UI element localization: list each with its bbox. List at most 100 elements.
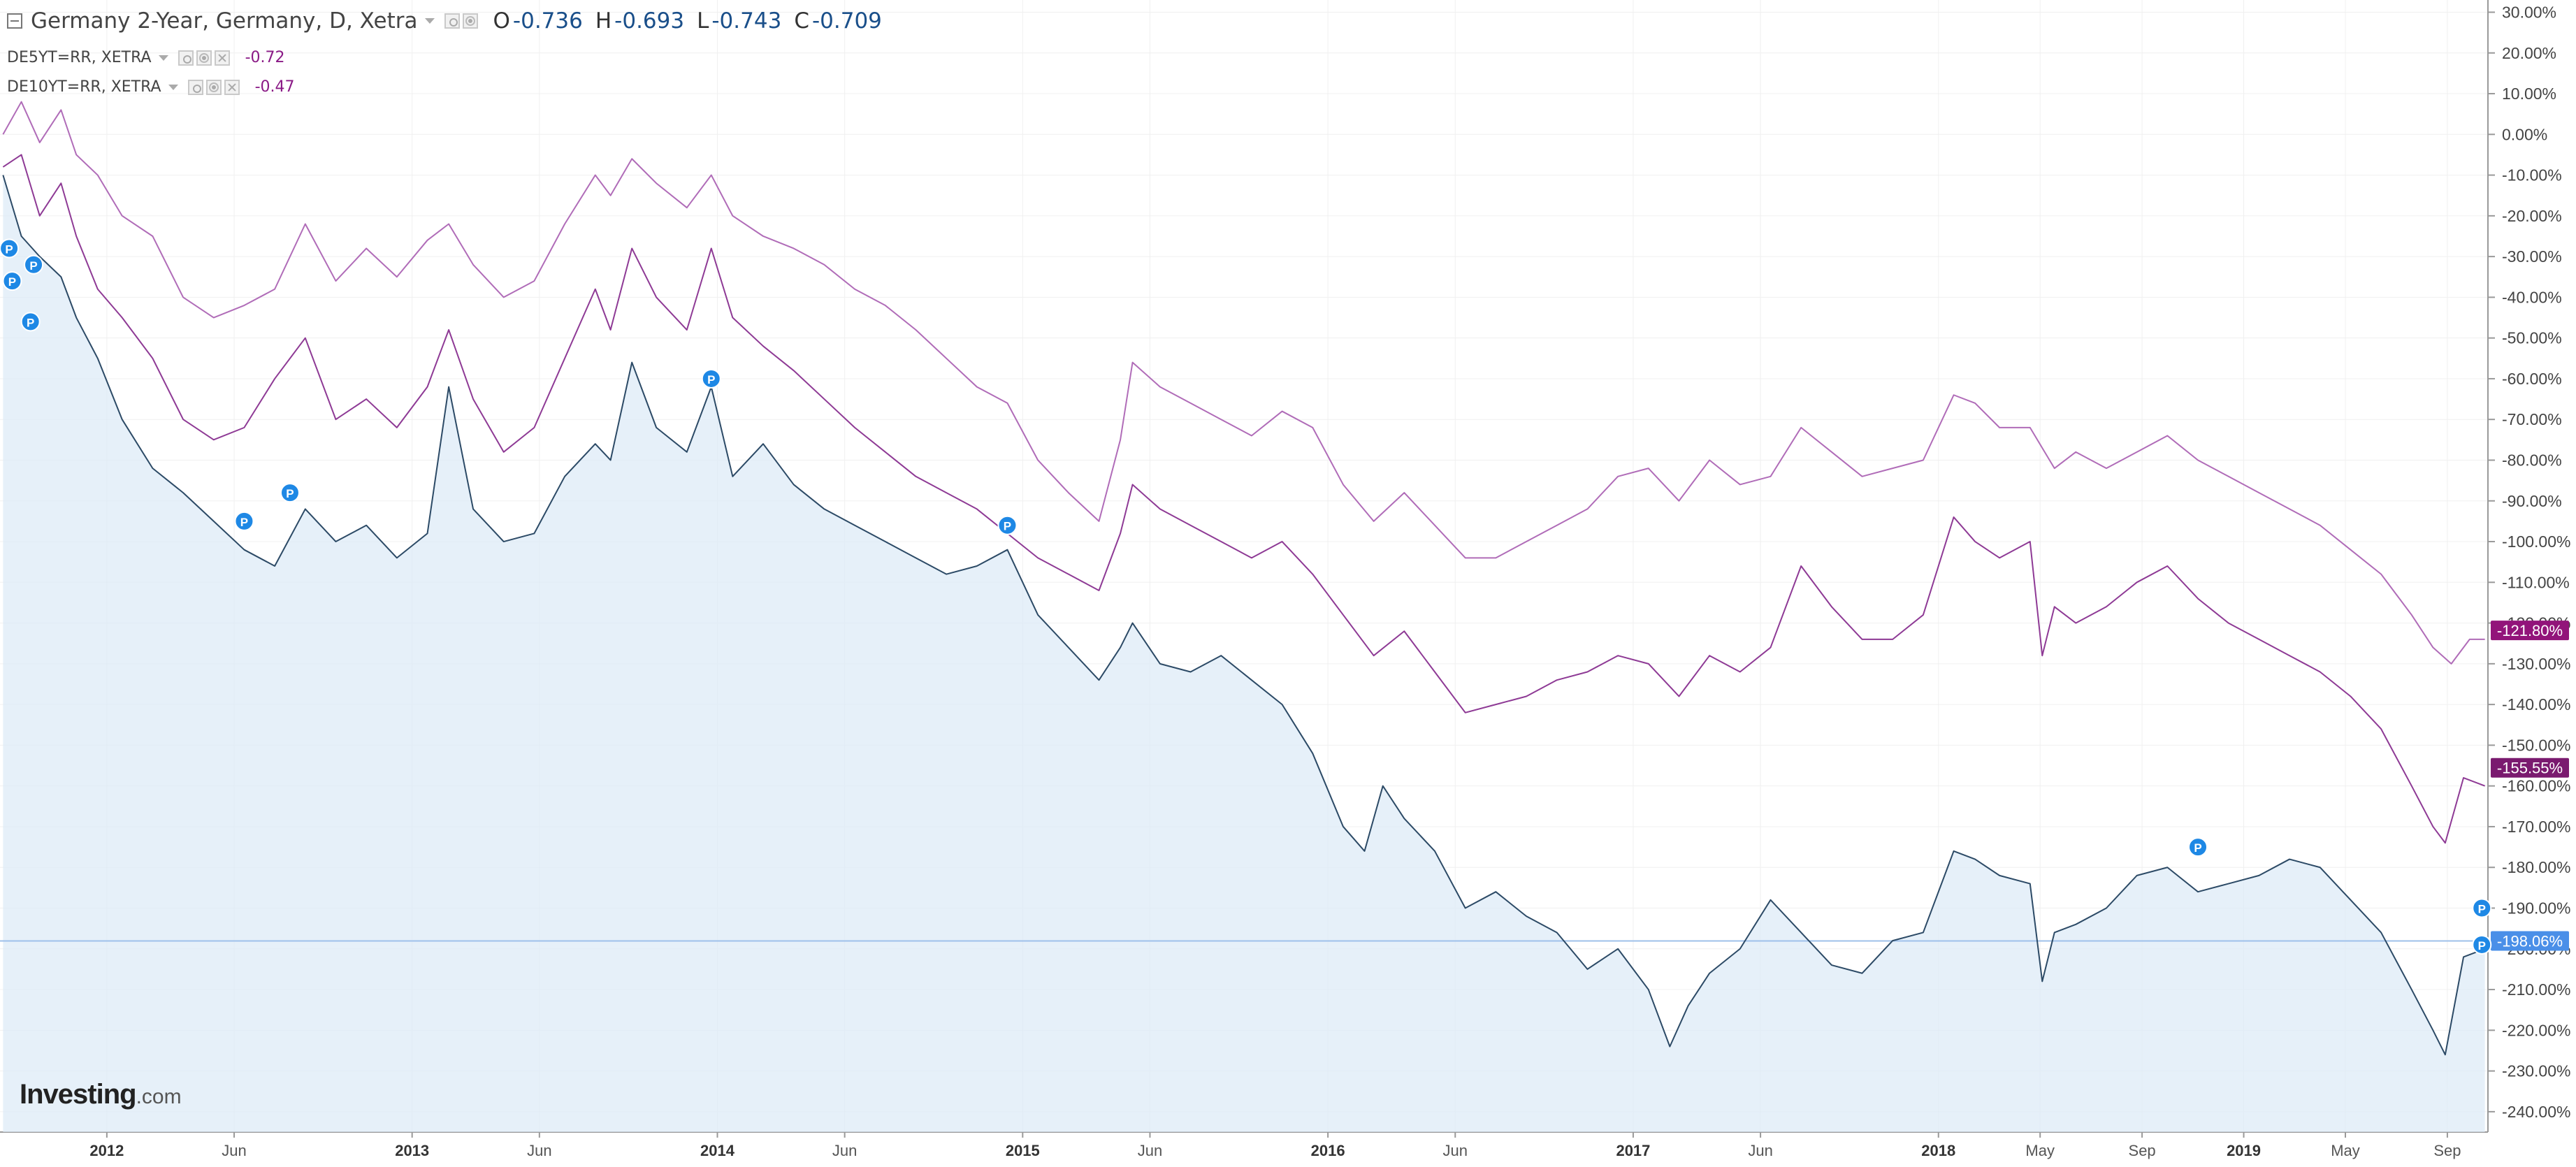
de10-last-value-label: -121.80% bbox=[2497, 622, 2563, 639]
de5-series-legend[interactable]: DE5YT=RR, XETRA -0.72 bbox=[7, 49, 285, 66]
gear-icon[interactable] bbox=[462, 13, 478, 29]
x-tick-label: 2013 bbox=[395, 1142, 429, 1159]
x-tick-label: Jun bbox=[1748, 1142, 1772, 1159]
open-value: -0.736 bbox=[512, 8, 583, 34]
y-tick-label: -60.00% bbox=[2502, 370, 2562, 388]
eye-icon[interactable] bbox=[444, 13, 460, 29]
y-tick-label: -80.00% bbox=[2502, 451, 2562, 469]
y-tick-label: -100.00% bbox=[2502, 532, 2570, 551]
position-marker bbox=[2472, 898, 2492, 918]
eye-icon[interactable] bbox=[187, 79, 203, 95]
position-marker bbox=[234, 511, 254, 531]
main-series-title: Germany 2-Year, Germany, D, Xetra bbox=[31, 8, 418, 34]
y-tick-label: -190.00% bbox=[2502, 899, 2570, 917]
gear-icon[interactable] bbox=[205, 79, 222, 95]
de5-last-value-badge bbox=[2491, 758, 2569, 778]
de5-series-title: DE5YT=RR, XETRA bbox=[7, 49, 152, 66]
y-tick-label: 30.00% bbox=[2502, 3, 2556, 21]
x-tick-label: Jun bbox=[1443, 1142, 1468, 1159]
y-tick-label: -230.00% bbox=[2502, 1062, 2570, 1080]
de10-series-legend[interactable]: DE10YT=RR, XETRA -0.47 bbox=[7, 78, 295, 96]
x-tick-label: 2019 bbox=[2227, 1142, 2261, 1159]
position-marker bbox=[2188, 837, 2208, 857]
y-tick-label: -220.00% bbox=[2502, 1021, 2570, 1039]
eye-icon[interactable] bbox=[178, 50, 194, 66]
chevron-down-icon[interactable] bbox=[424, 18, 435, 24]
x-tick-label: 2012 bbox=[89, 1142, 124, 1159]
low-value: -0.743 bbox=[711, 8, 782, 34]
y-tick-label: -40.00% bbox=[2502, 288, 2562, 306]
de10-last-value-badge bbox=[2491, 621, 2569, 641]
y-tick-label: -140.00% bbox=[2502, 695, 2570, 713]
x-tick-label: May bbox=[2025, 1142, 2055, 1159]
x-tick-label: 2014 bbox=[700, 1142, 735, 1159]
position-marker bbox=[701, 368, 721, 389]
main-series-legend[interactable]: Germany 2-Year, Germany, D, Xetra O -0.7… bbox=[7, 8, 882, 34]
high-label: H bbox=[595, 8, 612, 34]
close-label: C bbox=[794, 8, 809, 34]
x-tick-label: Jun bbox=[832, 1142, 857, 1159]
y-tick-label: -20.00% bbox=[2502, 207, 2562, 225]
y-tick-label: -240.00% bbox=[2502, 1103, 2570, 1121]
x-tick-label: 2018 bbox=[1921, 1142, 1955, 1159]
chevron-down-icon[interactable] bbox=[168, 84, 178, 90]
y-tick-label: -180.00% bbox=[2502, 858, 2570, 876]
x-tick-label: 2017 bbox=[1616, 1142, 1650, 1159]
position-marker-label: P bbox=[2478, 939, 2486, 952]
x-tick-label: Sep bbox=[2433, 1142, 2461, 1159]
position-marker bbox=[24, 254, 44, 275]
position-marker bbox=[2, 271, 22, 291]
position-marker bbox=[20, 312, 41, 332]
close-icon[interactable] bbox=[214, 50, 230, 66]
y-tick-label: -30.00% bbox=[2502, 247, 2562, 266]
low-label: L bbox=[697, 8, 709, 34]
y-tick-label: -110.00% bbox=[2502, 573, 2570, 591]
y-tick-label: -10.00% bbox=[2502, 166, 2562, 184]
y-tick-label: -70.00% bbox=[2502, 410, 2562, 428]
position-marker-label: P bbox=[1004, 520, 1011, 533]
y-tick-label: -170.00% bbox=[2502, 818, 2570, 836]
position-marker-label: P bbox=[240, 516, 248, 529]
x-tick-label: Jun bbox=[222, 1142, 246, 1159]
x-tick-label: Jun bbox=[527, 1142, 551, 1159]
y-tick-label: -210.00% bbox=[2502, 980, 2570, 999]
logo-brand: Investing bbox=[20, 1079, 137, 1110]
de10-series-value: -0.47 bbox=[254, 78, 295, 96]
gear-icon[interactable] bbox=[196, 50, 212, 66]
position-marker-label: P bbox=[2194, 841, 2201, 855]
logo-suffix: .com bbox=[136, 1085, 182, 1108]
position-marker-label: P bbox=[27, 316, 34, 329]
de10-series-line bbox=[2, 101, 2485, 665]
chevron-down-icon[interactable] bbox=[158, 55, 168, 61]
investing-logo: Investing.com bbox=[20, 1079, 182, 1110]
y-tick-label: -50.00% bbox=[2502, 329, 2562, 347]
x-tick-label: Jun bbox=[1138, 1142, 1162, 1159]
open-label: O bbox=[493, 8, 510, 34]
position-marker bbox=[2472, 934, 2492, 955]
de5-series-line bbox=[2, 154, 2485, 844]
de5-last-value-label: -155.55% bbox=[2497, 760, 2563, 777]
high-value: -0.693 bbox=[614, 8, 685, 34]
main-series-line bbox=[2, 175, 2485, 1056]
position-marker bbox=[0, 238, 20, 259]
x-tick-label: Sep bbox=[2129, 1142, 2156, 1159]
y-tick-label: -160.00% bbox=[2502, 777, 2570, 795]
position-marker-label: P bbox=[29, 259, 37, 273]
y-tick-label: -130.00% bbox=[2502, 655, 2570, 673]
y-tick-label: 10.00% bbox=[2502, 85, 2556, 103]
position-marker-label: P bbox=[286, 487, 294, 500]
de10-series-title: DE10YT=RR, XETRA bbox=[7, 78, 161, 96]
x-tick-label: 2015 bbox=[1006, 1142, 1040, 1159]
x-tick-label: 2016 bbox=[1311, 1142, 1345, 1159]
main-last-value-label: -198.06% bbox=[2497, 932, 2563, 950]
close-icon[interactable] bbox=[224, 79, 240, 95]
position-marker bbox=[997, 515, 1018, 535]
y-tick-label: -150.00% bbox=[2502, 736, 2570, 754]
close-value: -0.709 bbox=[811, 8, 882, 34]
y-tick-label: 0.00% bbox=[2502, 125, 2547, 143]
y-tick-label: 20.00% bbox=[2502, 44, 2556, 62]
de5-series-value: -0.72 bbox=[245, 49, 285, 66]
collapse-icon[interactable] bbox=[7, 13, 22, 29]
position-marker-label: P bbox=[707, 373, 715, 386]
